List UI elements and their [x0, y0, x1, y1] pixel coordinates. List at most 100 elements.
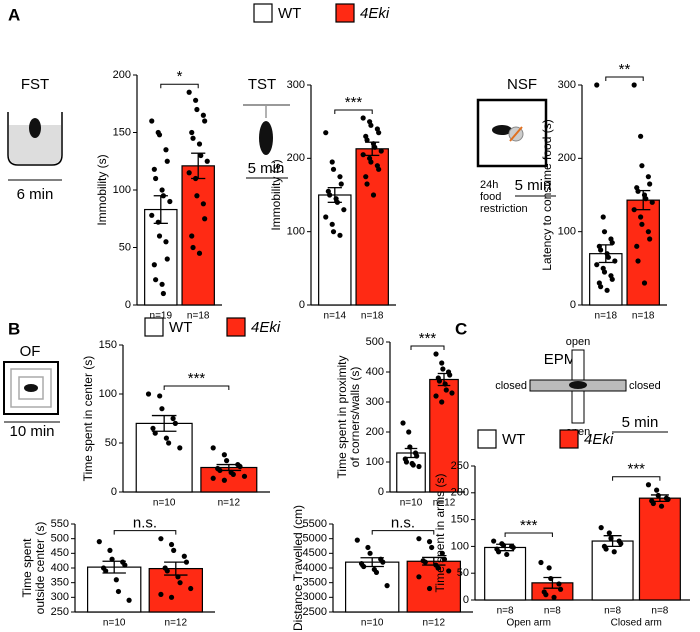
- significance-bracket: [612, 476, 661, 481]
- data-point: [189, 129, 195, 136]
- data-point: [115, 588, 122, 595]
- data-point: [156, 233, 163, 239]
- n-label: n=8: [651, 606, 668, 617]
- data-point: [149, 118, 155, 124]
- y-tick-label: 100: [113, 184, 131, 196]
- epm-icon: [529, 349, 627, 424]
- significance-bracket: [605, 76, 644, 81]
- data-point: [618, 541, 624, 547]
- legend-label: WT: [169, 319, 192, 336]
- data-point: [327, 192, 333, 198]
- bar: [86, 566, 142, 613]
- data-point: [647, 236, 653, 242]
- data-point: [166, 440, 172, 446]
- bar: [181, 165, 215, 306]
- data-point: [126, 597, 132, 603]
- data-point: [491, 538, 497, 544]
- data-point: [323, 130, 329, 136]
- data-point: [370, 192, 377, 198]
- y-tick-label: 100: [451, 540, 469, 552]
- n-label: n=12: [423, 618, 446, 629]
- data-point: [202, 118, 208, 124]
- panel-letter: C: [455, 319, 467, 338]
- note: food: [480, 191, 501, 203]
- y-tick-label: 350: [51, 577, 69, 589]
- data-point: [330, 229, 337, 235]
- data-point: [638, 133, 644, 139]
- data-point: [341, 207, 347, 213]
- data-point: [96, 539, 102, 545]
- y-tick-label: 0: [570, 299, 576, 311]
- data-point: [329, 159, 335, 165]
- data-point: [152, 430, 158, 436]
- data-point: [151, 262, 157, 268]
- data-point: [654, 487, 660, 493]
- data-point: [416, 536, 422, 542]
- data-point: [145, 391, 152, 397]
- data-point: [241, 473, 248, 479]
- y-tick-label: 0: [378, 486, 384, 498]
- fst-icon: [7, 112, 63, 166]
- data-point: [354, 537, 360, 543]
- legend-swatch: [335, 3, 355, 23]
- data-point: [107, 547, 113, 554]
- data-point: [329, 221, 335, 227]
- data-point: [338, 181, 344, 187]
- data-point: [360, 115, 366, 121]
- test-label: EPM: [544, 351, 577, 368]
- data-point: [543, 592, 549, 598]
- y-axis-label: Time spent in arms (s): [433, 474, 447, 593]
- significance-label: n.s.: [133, 515, 157, 532]
- data-point: [196, 141, 203, 147]
- data-point: [378, 148, 384, 154]
- data-point: [439, 360, 445, 366]
- data-point: [609, 276, 615, 282]
- data-point: [188, 585, 194, 592]
- data-point: [190, 135, 196, 141]
- test-label: NSF: [507, 76, 537, 93]
- data-point: [612, 258, 618, 264]
- legend-label: WT: [278, 5, 301, 22]
- data-point: [172, 420, 178, 426]
- y-tick-label: 2500: [303, 606, 327, 618]
- y-tick-label: 100: [366, 456, 384, 468]
- y-tick-label: 200: [287, 152, 305, 164]
- data-point: [557, 586, 564, 592]
- data-point: [495, 549, 502, 555]
- n-label: n=18: [361, 311, 384, 322]
- data-point: [601, 269, 608, 275]
- y-tick-label: 100: [287, 226, 305, 238]
- y-tick-label: 0: [299, 299, 305, 311]
- data-point: [598, 284, 604, 290]
- panel-letter: B: [8, 319, 20, 338]
- bar: [355, 148, 389, 306]
- y-tick-label: 4500: [303, 547, 327, 559]
- n-label: n=8: [544, 606, 561, 617]
- data-point: [641, 280, 648, 286]
- y-tick-label: 0: [125, 299, 131, 311]
- data-point: [163, 435, 169, 441]
- n-label: n=18: [632, 311, 655, 322]
- duration: 5 min: [622, 414, 659, 431]
- significance-bracket: [410, 345, 445, 350]
- y-tick-label: 250: [51, 606, 69, 618]
- n-label: n=18: [595, 311, 618, 322]
- arm-label: closed: [629, 380, 661, 392]
- data-point: [639, 221, 645, 227]
- data-point: [439, 399, 445, 405]
- data-point: [643, 196, 649, 202]
- y-tick-label: 3000: [303, 591, 327, 603]
- data-point: [538, 559, 544, 566]
- y-tick-label: 3500: [303, 577, 327, 589]
- data-point: [645, 482, 652, 488]
- n-label: n=12: [433, 498, 456, 509]
- data-point: [221, 477, 227, 483]
- data-point: [163, 239, 169, 245]
- data-point: [594, 82, 600, 88]
- n-label: n=12: [218, 498, 241, 509]
- y-tick-label: 450: [51, 547, 69, 559]
- bar: [626, 199, 660, 306]
- x-tick-label: Open arm: [507, 618, 551, 629]
- y-tick-label: 400: [51, 562, 69, 574]
- y-axis-label: outside center (s): [33, 522, 47, 615]
